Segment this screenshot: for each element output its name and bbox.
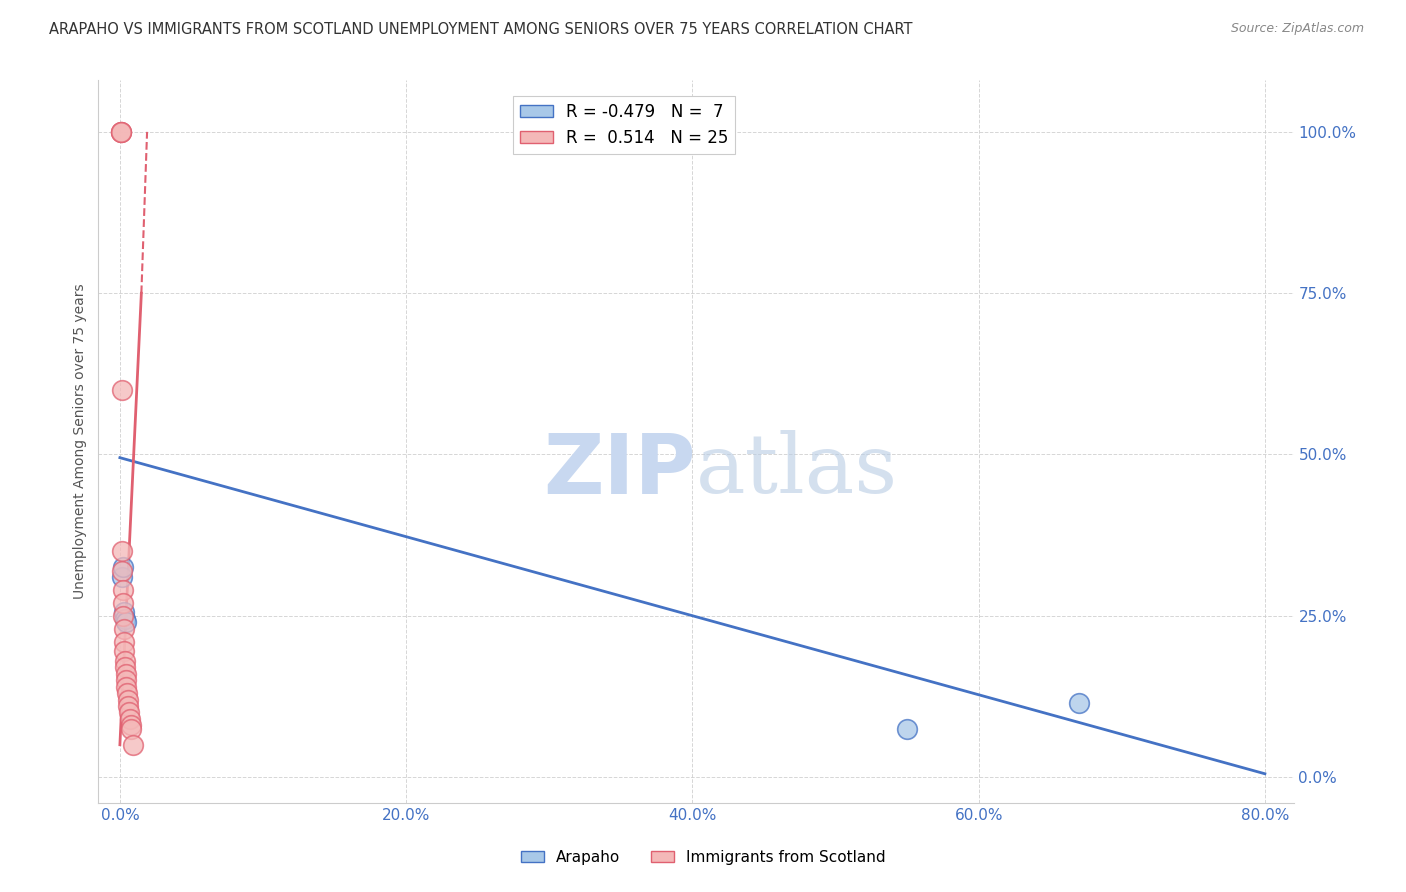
Text: ZIP: ZIP bbox=[544, 430, 696, 511]
Point bbox=[112, 608, 135, 623]
Point bbox=[115, 673, 138, 688]
Point bbox=[1067, 696, 1090, 710]
Point bbox=[110, 125, 132, 139]
Point bbox=[112, 606, 135, 620]
Y-axis label: Unemployment Among Seniors over 75 years: Unemployment Among Seniors over 75 years bbox=[73, 284, 87, 599]
Point bbox=[114, 654, 136, 668]
Point bbox=[117, 699, 139, 714]
Point bbox=[896, 722, 918, 736]
Point bbox=[112, 622, 135, 636]
Point bbox=[112, 596, 135, 610]
Text: ARAPAHO VS IMMIGRANTS FROM SCOTLAND UNEMPLOYMENT AMONG SENIORS OVER 75 YEARS COR: ARAPAHO VS IMMIGRANTS FROM SCOTLAND UNEM… bbox=[49, 22, 912, 37]
Point bbox=[120, 722, 142, 736]
Point bbox=[114, 612, 136, 626]
Point bbox=[110, 125, 132, 139]
Point bbox=[111, 570, 134, 584]
Point bbox=[114, 666, 136, 681]
Point bbox=[112, 634, 135, 648]
Point bbox=[117, 692, 139, 706]
Point bbox=[118, 706, 141, 720]
Point bbox=[110, 383, 132, 397]
Point bbox=[114, 660, 136, 674]
Point bbox=[111, 544, 134, 558]
Point bbox=[114, 615, 136, 630]
Point bbox=[111, 582, 134, 597]
Legend: R = -0.479   N =  7, R =  0.514   N = 25: R = -0.479 N = 7, R = 0.514 N = 25 bbox=[513, 95, 735, 153]
Text: atlas: atlas bbox=[696, 431, 898, 510]
Text: Source: ZipAtlas.com: Source: ZipAtlas.com bbox=[1230, 22, 1364, 36]
Point bbox=[115, 686, 138, 700]
Point bbox=[115, 680, 138, 694]
Point bbox=[121, 738, 143, 752]
Point bbox=[120, 718, 142, 732]
Legend: Arapaho, Immigrants from Scotland: Arapaho, Immigrants from Scotland bbox=[515, 844, 891, 871]
Point bbox=[110, 125, 132, 139]
Point bbox=[111, 564, 134, 578]
Point bbox=[114, 644, 136, 658]
Point bbox=[118, 712, 141, 726]
Point bbox=[112, 560, 135, 574]
